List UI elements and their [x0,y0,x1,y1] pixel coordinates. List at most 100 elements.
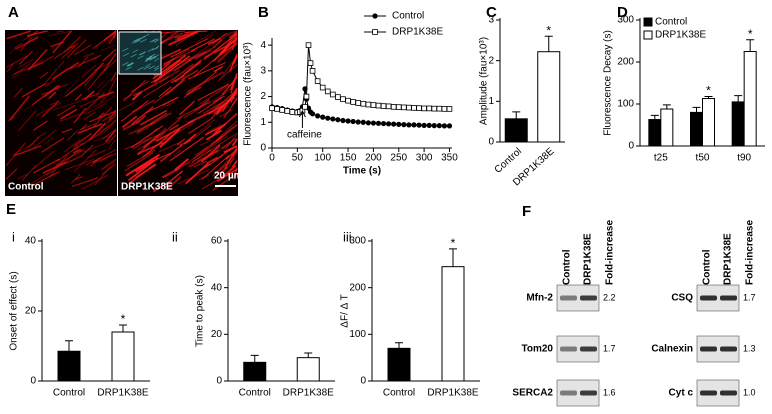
streak [92,54,102,60]
streak [46,168,56,176]
x-tick-label: 350 [441,153,458,164]
streak [222,143,231,150]
marker [355,119,361,125]
row-label: Tom20 [522,344,554,355]
inset-streak [149,38,157,43]
inset-streak [138,51,146,56]
y-tick-label: 2 [260,91,266,102]
inset-streak [154,65,160,70]
image-label: Control [8,182,44,193]
x-tick-label: Control [383,388,415,399]
streak [125,153,160,177]
inset-streak [143,65,150,70]
streak [124,152,154,172]
streak [72,177,99,188]
streak [32,150,55,170]
inset [118,31,162,75]
panel-letter: B [258,4,269,21]
marker [406,104,412,111]
streak [65,158,95,171]
bar [111,331,135,382]
inset-streak [153,54,160,59]
streak [131,80,150,92]
marker [380,120,387,127]
streak [99,154,111,163]
streak [37,131,47,139]
streak [74,44,92,56]
row-label: CSQ [671,293,693,304]
streak [231,160,238,168]
marker [426,122,432,128]
x-tick-label: DRP1K38E [283,388,334,399]
inset-streak [134,39,141,44]
marker [335,117,341,123]
streak [122,120,141,131]
streak [14,61,44,75]
error-bar [449,248,457,267]
streak [217,100,229,111]
streak [159,128,181,148]
inset-streak [122,61,129,66]
y-axis-label: Fluorescence Decay (s) [603,30,614,136]
streak [106,77,117,96]
marker [360,100,367,107]
streak [41,137,65,153]
marker [324,88,331,95]
streak [87,68,106,91]
streak [130,125,164,149]
streak [215,105,230,116]
streak [92,30,117,50]
y-axis-label: Amplitude (fau×10³) [479,37,490,125]
row-label: Calnexin [651,344,693,355]
streak [27,48,48,71]
streak [72,133,100,151]
inset-streak [126,62,134,66]
streak [169,136,205,162]
column-header: DRP1K38E [583,233,594,285]
marker [386,121,392,127]
x-tick-label: Control [239,388,271,399]
marker [396,121,402,127]
streak [136,141,164,155]
marker [411,105,417,111]
streak [211,100,224,109]
streak [97,112,105,119]
streak [197,83,229,101]
streak [212,96,223,103]
streak [14,42,23,49]
streak [73,149,97,172]
marker [372,29,378,35]
marker [305,42,312,48]
streak [183,100,211,119]
y-tick-label: 20 [25,306,37,317]
streak [48,91,57,100]
streak [216,166,229,176]
streak [195,30,216,43]
streak [173,58,192,72]
row-label: SERCA2 [512,388,553,399]
x-tick-label: t25 [654,153,668,164]
marker [416,122,422,128]
streak [22,104,34,112]
marker [446,106,453,112]
inset-streak [148,65,156,70]
significance-marker: * [451,236,456,250]
streak [194,49,212,60]
bar [648,119,662,147]
error-bar [692,106,701,113]
streak [168,31,198,46]
image-control [5,30,117,196]
streak [74,132,93,147]
error-bar [119,324,127,332]
streak [44,80,56,88]
streak [130,106,154,126]
streak [166,175,182,191]
y-tick-label: 40 [211,282,223,293]
streak [70,43,79,49]
streak [33,120,48,131]
streak [142,78,173,98]
marker [314,78,321,84]
streak [5,142,26,167]
marker [431,123,437,129]
